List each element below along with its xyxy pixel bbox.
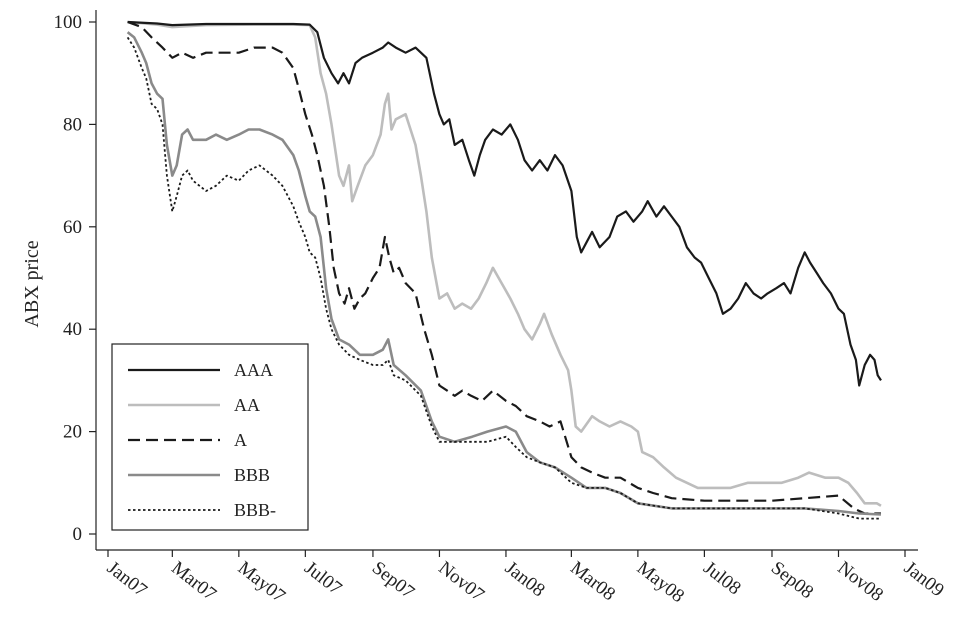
- x-tick-label: Nov07: [434, 557, 488, 605]
- x-tick-label: Mar08: [566, 557, 619, 605]
- legend-box: [111, 343, 309, 531]
- y-tick-label: 60: [63, 217, 82, 238]
- x-tick-label: Mar07: [167, 557, 220, 605]
- x-ticks: Jan07 Mar07 May07 Jul07 Sep07 Nov07 Jan08 Mar08…: [103, 550, 948, 607]
- series-line-bbb: [126, 36, 881, 520]
- series-line-a: [127, 20, 881, 515]
- x-tick-label: Jul08: [699, 557, 744, 599]
- legend-label: AAA: [234, 360, 273, 380]
- series: [126, 20, 882, 520]
- axes: ABX price: [21, 10, 918, 551]
- x-tick-label: Jul07: [300, 557, 345, 599]
- y-ticks: 0 20 40 60 80 100: [54, 12, 96, 545]
- y-tick-label: 80: [63, 114, 82, 135]
- series-line-aa: [127, 20, 882, 507]
- x-tick-label: Nov08: [833, 557, 887, 605]
- y-tick-label: 20: [63, 422, 82, 443]
- series-line-bbb: [126, 31, 882, 516]
- x-tick-label: Jan07: [103, 557, 151, 601]
- x-tick-label: May07: [234, 557, 289, 607]
- x-tick-label: Jan08: [501, 557, 549, 601]
- legend-label: BBB: [234, 465, 270, 485]
- x-tick-label: Sep08: [767, 557, 817, 603]
- series-line-aaa: [127, 20, 882, 387]
- y-axis-title: ABX price: [21, 240, 43, 327]
- legend-label: AA: [234, 395, 260, 415]
- x-tick-label: Sep07: [368, 557, 418, 603]
- y-tick-label: 100: [54, 12, 83, 33]
- y-tick-label: 40: [63, 319, 82, 340]
- legend-label: A: [234, 430, 247, 450]
- x-tick-label: Jan09: [900, 557, 948, 601]
- y-tick-label: 0: [73, 524, 83, 545]
- legend-label: BBB-: [234, 500, 276, 520]
- x-tick-label: May08: [633, 557, 688, 607]
